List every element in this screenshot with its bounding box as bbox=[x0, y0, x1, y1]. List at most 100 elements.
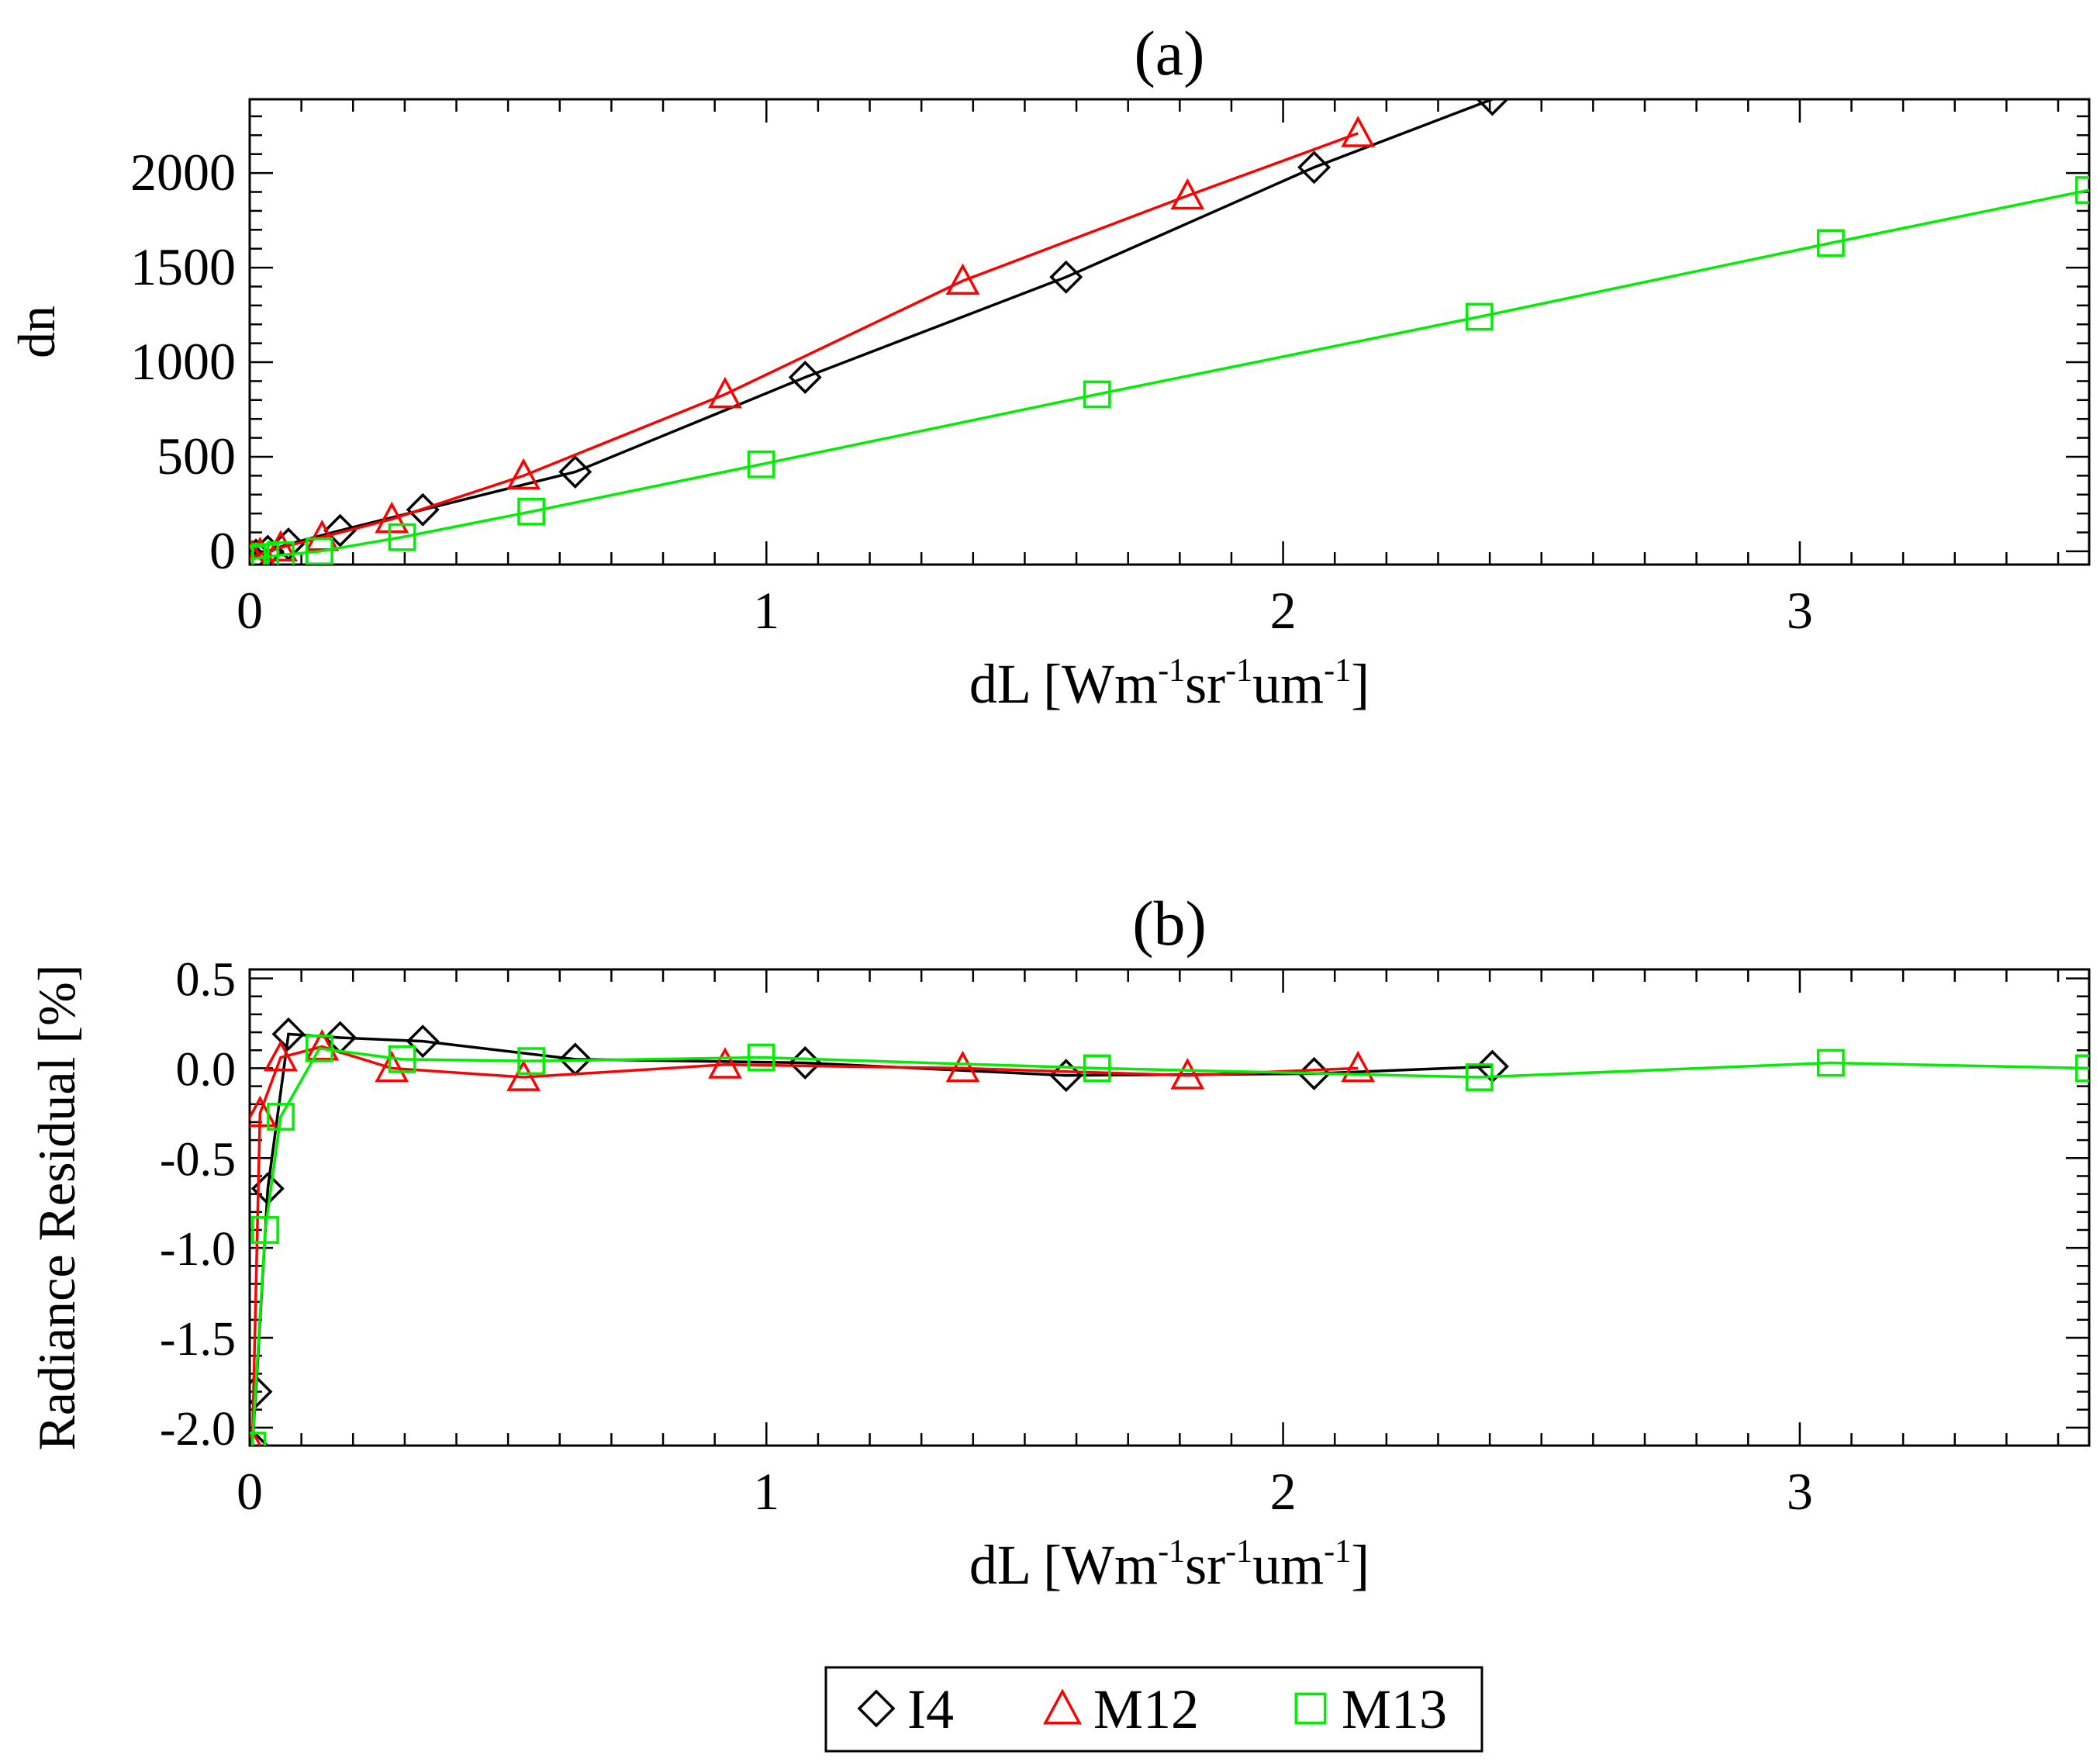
data-point-m13 bbox=[306, 537, 333, 565]
x-tick-label: 1 bbox=[753, 581, 779, 640]
x-axis-label-exponent: -1 bbox=[1324, 1534, 1351, 1570]
data-point-m12 bbox=[506, 458, 541, 490]
plot-frame bbox=[248, 98, 2091, 566]
data-point-i4 bbox=[1049, 260, 1083, 294]
data-point-m12 bbox=[305, 1028, 340, 1061]
x-axis-label-part: sr bbox=[1185, 653, 1225, 715]
data-point-m13 bbox=[1465, 1063, 1494, 1091]
y-tick-label: 2000 bbox=[130, 143, 236, 202]
data-point-m13 bbox=[747, 1043, 775, 1072]
data-point-m13 bbox=[1816, 1049, 1845, 1077]
legend-item-i4: I4 bbox=[857, 1678, 954, 1740]
x-tick-label: 0 bbox=[237, 581, 263, 640]
panel-title: (a) bbox=[1134, 18, 1204, 88]
y-tick-label: -0.5 bbox=[160, 1133, 236, 1186]
y-tick-label: -1.5 bbox=[160, 1313, 236, 1366]
data-point-m13 bbox=[388, 1045, 416, 1073]
legend-box bbox=[824, 1666, 1483, 1753]
plot-frame bbox=[248, 968, 2091, 1447]
x-axis-label-exponent: -1 bbox=[1225, 653, 1252, 689]
x-axis-label-exponent: -1 bbox=[1158, 1534, 1185, 1570]
legend-label: M13 bbox=[1342, 1678, 1447, 1740]
y-tick-label: -1.0 bbox=[160, 1223, 236, 1276]
data-point-i4 bbox=[558, 455, 592, 489]
series-line-i4 bbox=[251, 99, 1494, 559]
data-point-m13 bbox=[267, 1103, 295, 1131]
series-line-i4 bbox=[250, 1032, 1493, 1446]
legend-label: I4 bbox=[907, 1678, 954, 1740]
data-point-m12 bbox=[250, 539, 266, 565]
data-point-m12 bbox=[1341, 116, 1376, 147]
y-tick-label: -2.0 bbox=[160, 1403, 236, 1456]
data-point-m12 bbox=[1170, 178, 1205, 210]
x-axis-label-exponent: -1 bbox=[1225, 1534, 1252, 1570]
data-point-m12 bbox=[250, 1428, 262, 1446]
series-line-m12 bbox=[250, 1045, 1359, 1446]
data-point-i4 bbox=[323, 513, 357, 548]
legend-item-m12: M12 bbox=[1043, 1678, 1199, 1740]
data-point-m13 bbox=[1465, 302, 1494, 331]
x-axis-label-part: dL [Wm bbox=[969, 653, 1158, 715]
data-point-i4 bbox=[406, 1024, 440, 1059]
y-tick-label: 1500 bbox=[130, 237, 236, 296]
legend-marker-m12 bbox=[1043, 1688, 1082, 1725]
x-tick-label: 3 bbox=[1787, 581, 1813, 640]
x-axis-label-part: um bbox=[1252, 653, 1324, 715]
legend-label: M12 bbox=[1093, 1678, 1199, 1740]
y-tick-label: 0.0 bbox=[176, 1043, 237, 1096]
legend-marker-i4 bbox=[857, 1689, 896, 1728]
data-point-m12 bbox=[945, 1050, 980, 1083]
data-point-m12 bbox=[1170, 1058, 1205, 1090]
data-point-m13 bbox=[388, 523, 416, 551]
y-axis-label: dn bbox=[7, 306, 66, 358]
legend-marker-m13 bbox=[1294, 1692, 1327, 1725]
data-point-m12 bbox=[375, 501, 409, 534]
x-axis-label-part: dL [Wm bbox=[969, 1534, 1158, 1596]
data-point-m12 bbox=[1341, 1050, 1376, 1083]
data-point-m13 bbox=[251, 543, 279, 565]
series-i4 bbox=[250, 99, 1509, 565]
y-tick-label: 0.5 bbox=[176, 954, 237, 1007]
x-axis-label-exponent: -1 bbox=[1158, 653, 1185, 689]
series-line-m12 bbox=[251, 132, 1359, 558]
series-m12 bbox=[250, 116, 1376, 565]
x-tick-label: 2 bbox=[1270, 1462, 1297, 1521]
data-point-i4 bbox=[788, 361, 822, 395]
data-point-m13 bbox=[306, 1035, 333, 1062]
data-point-m12 bbox=[708, 376, 742, 409]
data-point-m13 bbox=[1083, 380, 1111, 409]
x-axis-label-exponent: -1 bbox=[1324, 653, 1351, 689]
series-line-m13 bbox=[252, 188, 2089, 561]
data-point-m13 bbox=[517, 497, 546, 526]
y-tick-label: 1000 bbox=[130, 332, 236, 391]
data-point-m12 bbox=[506, 1059, 541, 1091]
data-point-m13 bbox=[1083, 1054, 1111, 1083]
series-i4 bbox=[250, 1017, 1509, 1446]
plot-area bbox=[250, 1017, 2089, 1446]
legend-item-m13: M13 bbox=[1294, 1678, 1447, 1740]
series-line-m13 bbox=[250, 1047, 2089, 1446]
x-tick-label: 2 bbox=[1270, 581, 1297, 640]
data-point-m13 bbox=[517, 1047, 546, 1076]
plot-area bbox=[250, 99, 2089, 565]
x-axis-label: dL [Wm-1sr-1um-1] bbox=[969, 653, 1369, 715]
panel-title: (b) bbox=[1132, 888, 1207, 959]
data-point-m12 bbox=[375, 1050, 409, 1083]
x-axis-label-part: um bbox=[1252, 1534, 1324, 1596]
data-point-i4 bbox=[250, 1429, 269, 1446]
data-point-m12 bbox=[264, 1039, 298, 1072]
data-point-m13 bbox=[2075, 176, 2089, 204]
data-point-m13 bbox=[250, 1432, 267, 1446]
y-axis-label: Radiance Residual [%] bbox=[27, 965, 86, 1451]
data-point-m13 bbox=[251, 1216, 279, 1244]
data-point-m13 bbox=[747, 450, 775, 479]
data-point-m12 bbox=[945, 263, 980, 295]
x-tick-label: 3 bbox=[1787, 1462, 1813, 1521]
series-m13 bbox=[250, 176, 2089, 565]
series-m12 bbox=[250, 1028, 1376, 1446]
data-point-m13 bbox=[1816, 229, 1845, 257]
y-tick-label: 0 bbox=[209, 521, 236, 580]
data-point-m12 bbox=[264, 530, 298, 561]
